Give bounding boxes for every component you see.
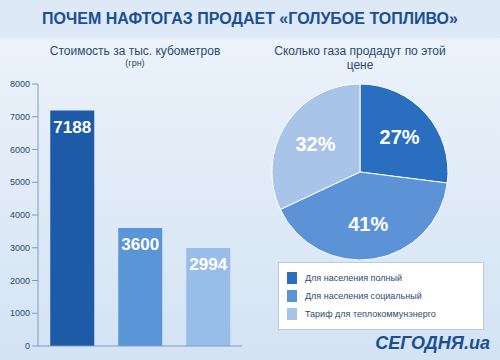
- html-text:Для населения полный: Для населения полный: [305, 273, 402, 283]
- svg-text:8000: 8000: [10, 79, 30, 89]
- svg-text:7188: 7188: [53, 118, 91, 137]
- html-text:(грн): (грн): [125, 58, 145, 68]
- svg-text:32%: 32%: [295, 133, 335, 155]
- svg-text:1000: 1000: [10, 308, 30, 318]
- html-text:ПОЧЕМ НАФТОГАЗ ПРОДАЕТ «ГОЛУБО: ПОЧЕМ НАФТОГАЗ ПРОДАЕТ «ГОЛУБОЕ ТОПЛИВО»: [42, 10, 458, 27]
- html-text:Для населения социальный: Для населения социальный: [305, 291, 422, 301]
- svg-text:3600: 3600: [121, 235, 159, 254]
- html-text:Тариф для теплокоммунэнерго: Тариф для теплокоммунэнерго: [305, 309, 436, 319]
- svg-text:4000: 4000: [10, 210, 30, 220]
- svg-text:7000: 7000: [10, 112, 30, 122]
- svg-text:27%: 27%: [380, 126, 420, 148]
- svg-text:5000: 5000: [10, 177, 30, 187]
- svg-text:3000: 3000: [10, 243, 30, 253]
- svg-text:41%: 41%: [348, 213, 388, 235]
- html-text:Стоимость за тыс. кубометров: Стоимость за тыс. кубометров: [49, 44, 221, 58]
- svg-text:0: 0: [25, 341, 30, 351]
- svg-text:2000: 2000: [10, 276, 30, 286]
- html-text:СЕГОДНЯ.ua: СЕГОДНЯ.ua: [375, 333, 490, 353]
- svg-text:2994: 2994: [189, 255, 227, 274]
- html-text:Сколько газа продадут по этой: Сколько газа продадут по этой цене: [274, 44, 446, 72]
- svg-text:6000: 6000: [10, 145, 30, 155]
